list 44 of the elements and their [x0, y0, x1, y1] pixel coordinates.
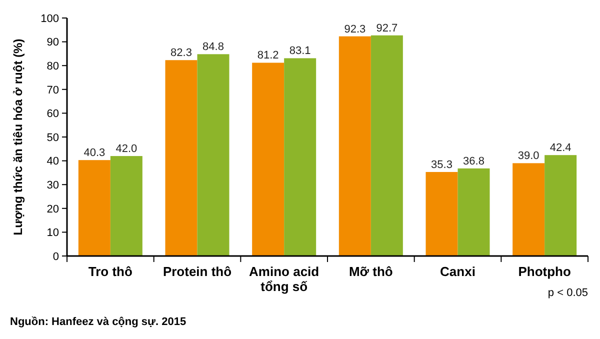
bar	[458, 168, 490, 256]
y-tick-label: 70	[46, 84, 59, 96]
bar	[370, 35, 403, 256]
y-tick-label: 80	[46, 60, 59, 72]
bar	[338, 36, 371, 256]
y-tick-label: 60	[46, 108, 59, 120]
x-tick-label: Amino acid tổng số	[249, 264, 320, 294]
x-tick-label: Mỡ thô	[348, 264, 393, 279]
y-axis-title: Lượng thức ăn tiêu hóa ở ruột (%)	[11, 38, 25, 236]
text: 40.3	[84, 147, 106, 160]
text: 42.4	[550, 142, 572, 154]
text: 81.2	[257, 50, 279, 62]
x-tick-label: Canxi	[440, 264, 476, 279]
bar	[252, 62, 284, 256]
text: 92.3	[344, 23, 366, 36]
y-tick-label: 0	[52, 250, 59, 263]
y-tick-label: 90	[46, 36, 59, 49]
bar	[197, 54, 230, 256]
bar	[165, 60, 198, 256]
text: Nguồn: Hanfeez và cộng sự. 2015	[10, 316, 186, 328]
bar	[110, 156, 142, 256]
y-tick-label: 30	[46, 179, 59, 192]
text: 36.8	[463, 155, 484, 168]
text: p < 0.05	[548, 287, 588, 299]
x-tick-label: Protein thô	[162, 264, 232, 279]
bar	[78, 160, 110, 256]
x-tick-label: Photpho	[518, 264, 571, 279]
y-tick-label: 100	[40, 12, 59, 25]
y-tick-label: 50	[46, 132, 59, 144]
text: 39.0	[518, 150, 540, 162]
bar	[512, 163, 545, 256]
text: 42.0	[116, 143, 138, 156]
text: 84.8	[202, 41, 224, 54]
text: 82.3	[170, 47, 192, 60]
bar	[284, 58, 316, 256]
text: 35.3	[431, 158, 452, 171]
y-tick-label: 40	[46, 156, 59, 168]
text: 92.7	[376, 22, 398, 34]
bar	[544, 155, 577, 256]
x-tick-label: Tro thô	[88, 264, 132, 279]
text: 83.1	[289, 45, 311, 58]
bar	[426, 172, 458, 256]
y-tick-label: 10	[46, 227, 59, 240]
y-tick-label: 20	[46, 203, 59, 216]
